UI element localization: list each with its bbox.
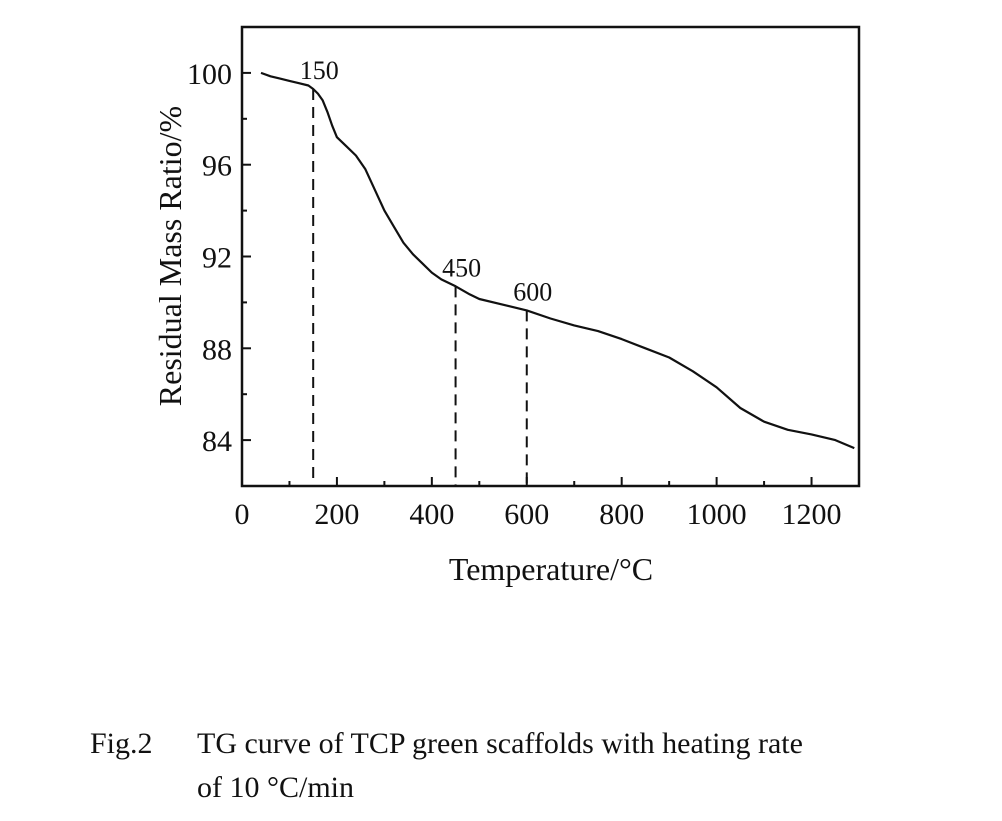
x-axis-ticks: 0 200 400 600 800 1000 1200: [235, 477, 842, 531]
y-tick-label: 92: [202, 242, 232, 275]
y-axis-label: Residual Mass Ratio/%: [152, 106, 188, 406]
x-tick-label: 1000: [687, 498, 747, 531]
x-tick-label: 200: [314, 498, 359, 531]
annotation-label: 150: [300, 56, 339, 85]
y-tick-label: 84: [202, 425, 232, 458]
x-axis-label: Temperature/°C: [449, 551, 653, 587]
tg-chart: 150 450 600 0 200 400 600 800 1000 1200 84 88 92 96…: [152, 25, 861, 587]
x-tick-label: 800: [599, 498, 644, 531]
data-layer: 150 450 600: [260, 56, 855, 486]
y-tick-label: 88: [202, 333, 232, 366]
y-axis-ticks: 84 88 92 96 100: [187, 26, 251, 487]
annotation-label: 450: [442, 253, 481, 282]
annotation-label: 600: [513, 277, 552, 306]
x-tick-label: 600: [504, 498, 549, 531]
caption-label: Fig.2: [90, 727, 153, 760]
y-tick-label: 96: [202, 150, 232, 183]
plot-frame: [240, 25, 861, 488]
caption-text-line2: of 10 °C/min: [197, 771, 355, 804]
x-tick-label: 1200: [782, 498, 842, 531]
y-tick-label: 100: [187, 58, 232, 91]
x-tick-label: 0: [235, 498, 250, 531]
caption-text-line1: TG curve of TCP green scaffolds with hea…: [197, 727, 803, 760]
plot-area: 150 450 600 0 200 400 600 800 1000 1200 84 88 92 96…: [187, 25, 861, 531]
tg-curve-line: [260, 71, 855, 450]
x-tick-label: 400: [409, 498, 454, 531]
figure-caption: Fig.2 TG curve of TCP green scaffolds wit…: [90, 722, 970, 810]
